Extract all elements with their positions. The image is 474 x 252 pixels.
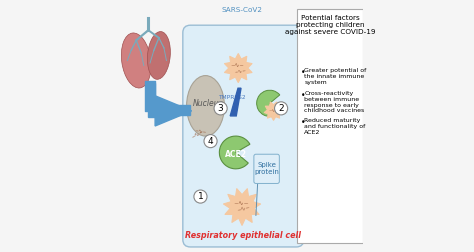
Circle shape <box>194 190 207 203</box>
Ellipse shape <box>121 33 151 88</box>
Wedge shape <box>219 136 250 169</box>
Text: ~∿~: ~∿~ <box>191 129 205 140</box>
Text: Greater potential of
the innate immune
system: Greater potential of the innate immune s… <box>304 68 366 85</box>
Text: 4: 4 <box>208 137 213 146</box>
Text: Spike
protein: Spike protein <box>254 162 279 175</box>
Polygon shape <box>264 102 283 120</box>
Circle shape <box>204 135 217 148</box>
Text: •: • <box>301 91 305 100</box>
FancyBboxPatch shape <box>298 9 363 243</box>
Ellipse shape <box>147 32 170 79</box>
Polygon shape <box>224 53 252 83</box>
Circle shape <box>274 102 288 115</box>
Text: ~∿~: ~∿~ <box>233 202 249 207</box>
Text: 3: 3 <box>218 104 224 113</box>
Circle shape <box>214 102 227 115</box>
Text: ~∿~: ~∿~ <box>194 128 207 135</box>
Text: Potential factors
protecting children
against severe COVID-19: Potential factors protecting children ag… <box>285 15 375 35</box>
Text: ~∿~: ~∿~ <box>268 109 279 113</box>
Text: Reduced maturity
and functionality of
ACE2: Reduced maturity and functionality of AC… <box>304 118 365 135</box>
FancyBboxPatch shape <box>254 154 279 183</box>
Text: Nucleus: Nucleus <box>193 99 223 108</box>
Text: ~∿~: ~∿~ <box>230 63 244 68</box>
Text: SARS-CoV2: SARS-CoV2 <box>221 7 263 13</box>
Polygon shape <box>230 88 241 116</box>
Text: •: • <box>301 68 305 77</box>
Text: Respiratory epithelial cell: Respiratory epithelial cell <box>185 231 301 240</box>
Text: ~∿~: ~∿~ <box>237 205 251 213</box>
Ellipse shape <box>187 76 224 136</box>
Wedge shape <box>256 90 280 116</box>
Text: Cross-reactivity
between immune
response to early
childhood vaccines: Cross-reactivity between immune response… <box>304 91 365 113</box>
Text: 1: 1 <box>198 192 203 201</box>
Polygon shape <box>223 188 261 226</box>
Text: TMPRSS2: TMPRSS2 <box>218 94 246 100</box>
Text: 2: 2 <box>278 104 284 113</box>
Polygon shape <box>148 83 191 117</box>
FancyBboxPatch shape <box>183 25 304 247</box>
Text: •: • <box>301 118 305 128</box>
Polygon shape <box>155 96 191 126</box>
Text: ACE2: ACE2 <box>225 150 247 160</box>
Text: ~∿~: ~∿~ <box>234 67 247 74</box>
